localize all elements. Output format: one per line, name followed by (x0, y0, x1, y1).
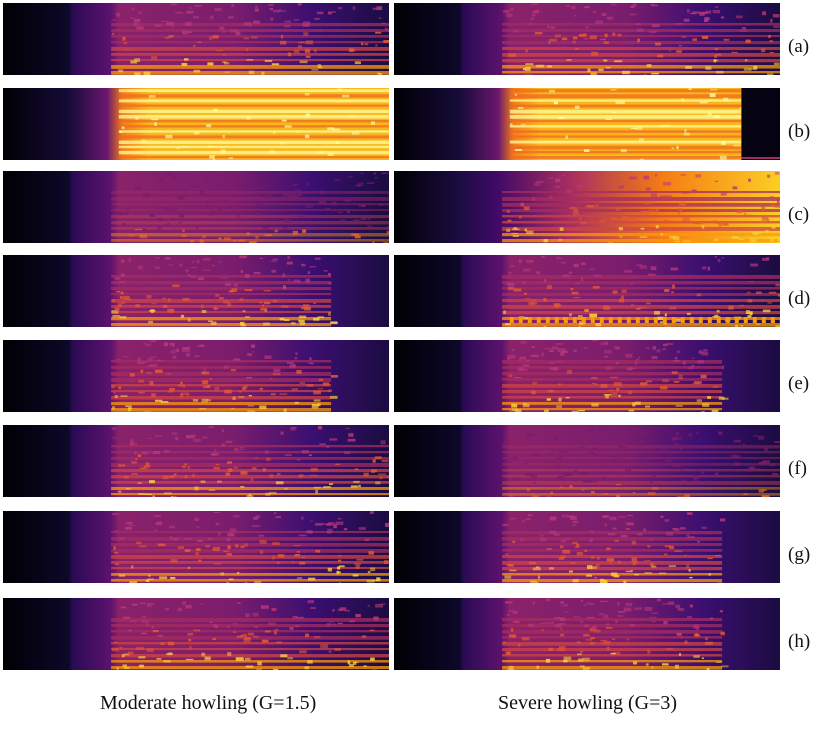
spectrogram-right-g (394, 511, 780, 583)
row-label: (a) (788, 36, 810, 57)
spectrogram-right-d (394, 255, 780, 327)
row-label: (e) (788, 373, 810, 394)
row-label: (f) (788, 458, 807, 479)
spectrogram-right-c (394, 171, 780, 243)
row-label: (b) (788, 121, 811, 142)
caption-severe-howling: Severe howling (G=3) (498, 692, 678, 714)
spectrogram-left-c (3, 171, 389, 243)
row-label: (h) (788, 631, 811, 652)
spectrogram-left-g (3, 511, 389, 583)
spectrogram-right-e (394, 340, 780, 412)
spectrogram-left-a (3, 3, 389, 75)
row-label: (d) (788, 288, 811, 309)
spectrogram-left-f (3, 425, 389, 497)
spectrogram-left-h (3, 598, 389, 670)
spectrogram-left-e (3, 340, 389, 412)
spectrogram-right-b (394, 88, 780, 160)
spectrogram-right-a (394, 3, 780, 75)
spectrogram-right-h (394, 598, 780, 670)
spectrogram-left-b (3, 88, 389, 160)
spectrogram-right-f (394, 425, 780, 497)
row-label: (c) (788, 204, 810, 225)
row-label: (g) (788, 544, 811, 565)
spectrogram-left-d (3, 255, 389, 327)
caption-moderate-howling: Moderate howling (G=1.5) (100, 692, 317, 714)
